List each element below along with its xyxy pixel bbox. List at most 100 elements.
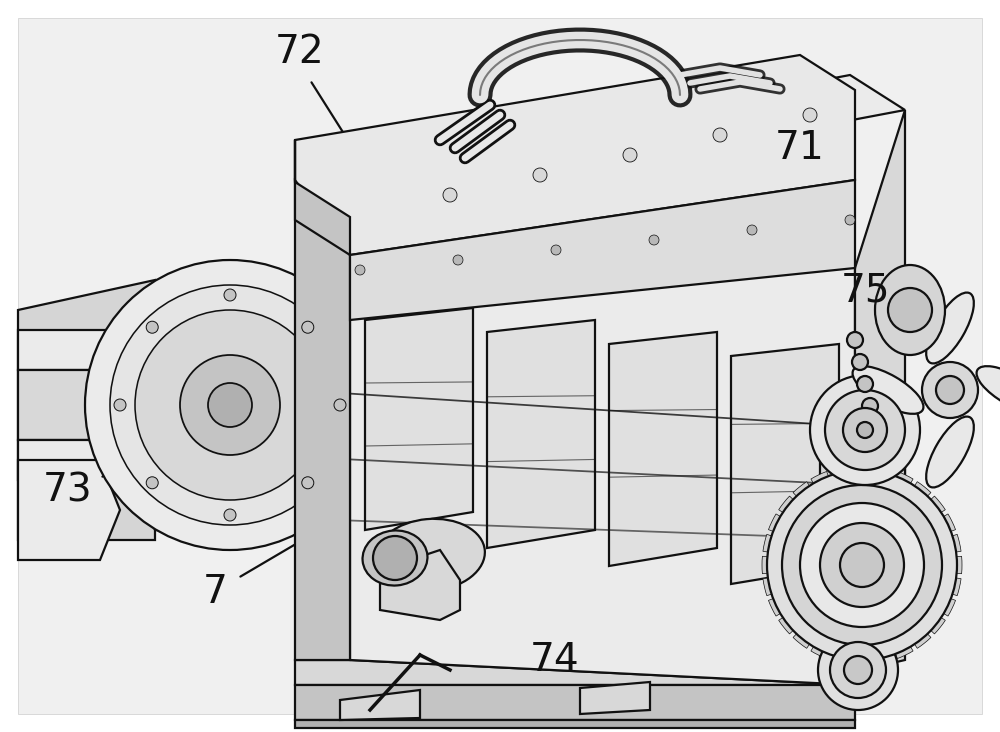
Circle shape [85, 260, 375, 550]
Circle shape [114, 399, 126, 411]
Circle shape [443, 188, 457, 202]
Polygon shape [295, 75, 905, 215]
Text: 7: 7 [203, 573, 227, 611]
Circle shape [649, 235, 659, 245]
Wedge shape [862, 471, 913, 565]
Polygon shape [820, 400, 905, 680]
Circle shape [146, 321, 158, 333]
Circle shape [208, 383, 252, 427]
Circle shape [551, 245, 561, 255]
Circle shape [334, 399, 346, 411]
Wedge shape [862, 565, 893, 664]
Circle shape [847, 332, 863, 348]
Ellipse shape [853, 366, 923, 414]
Polygon shape [580, 682, 650, 714]
Circle shape [302, 321, 314, 333]
Wedge shape [793, 482, 862, 565]
Circle shape [453, 255, 463, 265]
Polygon shape [18, 18, 982, 714]
Wedge shape [862, 565, 931, 649]
Circle shape [830, 642, 886, 698]
Text: 71: 71 [775, 129, 825, 167]
Text: 75: 75 [840, 271, 890, 309]
Circle shape [845, 215, 855, 225]
Polygon shape [295, 140, 350, 255]
Ellipse shape [926, 417, 974, 488]
Wedge shape [862, 482, 931, 565]
Polygon shape [295, 685, 855, 720]
Polygon shape [18, 330, 145, 370]
Circle shape [840, 543, 884, 587]
Circle shape [782, 485, 942, 645]
Circle shape [355, 265, 365, 275]
Polygon shape [380, 550, 460, 620]
Polygon shape [295, 180, 350, 660]
Wedge shape [862, 514, 956, 565]
Circle shape [803, 108, 817, 122]
Wedge shape [853, 565, 871, 665]
Polygon shape [855, 110, 905, 685]
Circle shape [713, 128, 727, 142]
Circle shape [800, 503, 924, 627]
Polygon shape [295, 660, 855, 685]
Circle shape [857, 422, 873, 438]
Ellipse shape [926, 293, 974, 364]
Circle shape [135, 310, 325, 500]
Circle shape [810, 375, 920, 485]
Circle shape [747, 225, 757, 235]
Circle shape [146, 477, 158, 489]
Wedge shape [862, 565, 961, 596]
Wedge shape [862, 565, 913, 659]
Wedge shape [862, 565, 956, 616]
Wedge shape [862, 466, 893, 565]
Wedge shape [768, 514, 862, 565]
Wedge shape [831, 466, 862, 565]
Wedge shape [762, 556, 862, 574]
Polygon shape [295, 55, 855, 255]
Circle shape [922, 362, 978, 418]
Circle shape [623, 148, 637, 162]
Wedge shape [763, 534, 862, 565]
Circle shape [936, 376, 964, 404]
Polygon shape [487, 320, 595, 548]
Circle shape [533, 168, 547, 182]
Polygon shape [609, 332, 717, 566]
Circle shape [224, 509, 236, 521]
Circle shape [888, 288, 932, 332]
Wedge shape [768, 565, 862, 616]
Polygon shape [18, 370, 145, 440]
Circle shape [825, 390, 905, 470]
Polygon shape [340, 690, 420, 720]
Wedge shape [831, 565, 862, 664]
Circle shape [857, 376, 873, 392]
Wedge shape [853, 465, 871, 565]
Wedge shape [811, 471, 862, 565]
Polygon shape [295, 720, 855, 728]
Wedge shape [779, 496, 862, 565]
Polygon shape [140, 290, 310, 530]
Text: 73: 73 [43, 471, 93, 509]
Wedge shape [862, 556, 962, 574]
Wedge shape [763, 565, 862, 596]
Circle shape [180, 355, 280, 455]
Wedge shape [811, 565, 862, 659]
Polygon shape [18, 280, 155, 540]
Ellipse shape [375, 519, 485, 591]
Circle shape [820, 523, 904, 607]
Circle shape [852, 354, 868, 370]
Wedge shape [862, 534, 961, 565]
Circle shape [302, 477, 314, 489]
Circle shape [224, 289, 236, 301]
Wedge shape [793, 565, 862, 649]
Circle shape [818, 630, 898, 710]
Ellipse shape [977, 366, 1000, 414]
Polygon shape [365, 308, 473, 530]
Polygon shape [18, 460, 120, 560]
Circle shape [843, 408, 887, 452]
Ellipse shape [875, 265, 945, 355]
Polygon shape [350, 215, 855, 685]
Wedge shape [779, 565, 862, 634]
Text: 72: 72 [275, 33, 325, 71]
Polygon shape [731, 344, 839, 584]
Circle shape [844, 656, 872, 684]
